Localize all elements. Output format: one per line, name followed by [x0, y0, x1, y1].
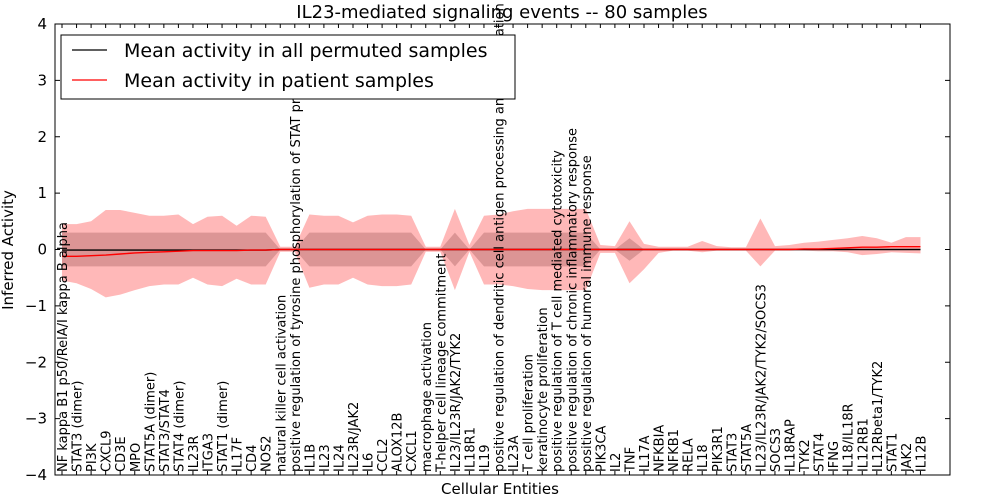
x-tick-label: STAT1	[885, 433, 900, 472]
x-tick-label: PIK3R1	[711, 426, 726, 472]
x-axis-tick-labels: NF kappa B1 p50/RelA/I kappa B alpha STAT…	[56, 3, 930, 473]
x-tick-label: positive regulation of dendritic cell an…	[493, 3, 508, 472]
x-tick-label: IL18/IL18R	[842, 403, 857, 472]
x-tick-label: IFNG	[827, 441, 842, 472]
x-tick-label: IL12B	[915, 436, 930, 473]
y-tick-label: −3	[25, 410, 47, 428]
legend-label-patient: Mean activity in patient samples	[124, 70, 434, 92]
x-tick-label: TYK2	[798, 439, 813, 473]
x-tick-label: IL23/IL23R/JAK2/TYK2/SOCS3	[754, 284, 769, 472]
band-1	[62, 208, 921, 298]
x-tick-label: macrophage activation	[420, 322, 435, 472]
x-tick-label: keratinocyte proliferation	[536, 307, 551, 472]
legend: Mean activity in all permuted samples Me…	[60, 34, 516, 100]
x-tick-label: NOS2	[260, 436, 275, 472]
x-tick-label: positive regulation of chronic inflammat…	[565, 128, 580, 472]
x-tick-label: IL23R/JAK2	[347, 402, 362, 472]
y-tick-label: 3	[37, 71, 47, 89]
x-tick-label: STAT5A (dimer)	[143, 372, 158, 472]
x-tick-label: TNF	[624, 447, 639, 473]
x-tick-label: JAK2	[900, 443, 915, 473]
x-tick-label: IL12Rbeta1/TYK2	[871, 361, 886, 472]
x-axis-ticks	[61, 24, 921, 475]
x-tick-label: STAT4	[813, 433, 828, 472]
x-tick-label: NFKB1	[667, 429, 682, 472]
x-tick-label: STAT4 (dimer)	[172, 381, 187, 472]
x-tick-label: IL23	[318, 444, 333, 472]
x-tick-label: CXCL1	[405, 430, 420, 472]
x-tick-label: STAT5A	[740, 424, 755, 472]
x-tick-label: CD3E	[114, 436, 129, 472]
y-axis: 4 3 2 1 0 −1 −2 −3 −4	[25, 15, 950, 484]
x-tick-label: T-helper cell lineage commitment	[434, 254, 449, 473]
y-tick-label: −4	[25, 466, 47, 484]
x-tick-label: STAT3	[725, 433, 740, 472]
x-tick-label: NF kappa B1 p50/RelA/I kappa B alpha	[56, 222, 71, 472]
y-tick-label: −1	[25, 297, 47, 315]
x-tick-label: RELA	[682, 438, 697, 472]
x-tick-label: positive regulation of T cell mediated c…	[551, 150, 566, 472]
x-tick-label: STAT3/STAT4	[158, 389, 173, 472]
x-tick-label: CD4	[245, 445, 260, 472]
x-tick-label: ITGA3	[202, 433, 217, 472]
chart-title: IL23-mediated signaling events -- 80 sam…	[296, 2, 707, 23]
x-tick-label: IL18R1	[463, 427, 478, 472]
y-tick-label: 4	[37, 15, 47, 33]
x-tick-label: IL6	[362, 453, 377, 472]
x-tick-label: natural killer cell activation	[274, 295, 289, 472]
x-tick-label: IL24	[332, 444, 347, 472]
x-tick-label: STAT3 (dimer)	[71, 381, 86, 472]
x-tick-label: IL12RB1	[856, 418, 871, 472]
x-tick-label: STAT1 (dimer)	[216, 381, 231, 472]
legend-label-permuted: Mean activity in all permuted samples	[124, 40, 487, 62]
x-tick-label: ALOX12B	[391, 413, 406, 472]
x-tick-label: T cell proliferation	[522, 354, 537, 473]
x-tick-label: PIK3CA	[594, 426, 609, 473]
x-tick-label: CCL2	[376, 438, 391, 472]
legend-box	[60, 34, 516, 100]
x-tick-label: PI3K	[85, 443, 100, 472]
x-tick-label: IL1B	[303, 444, 318, 472]
x-tick-label: NFKBIA	[653, 425, 668, 472]
x-tick-label: IL18	[696, 444, 711, 472]
x-tick-label: IL19	[478, 444, 493, 472]
x-tick-label: CXCL9	[100, 430, 115, 472]
series-lines	[62, 245, 921, 257]
x-tick-label: positive regulation of humoral immune re…	[580, 155, 595, 472]
x-tick-label: IL17F	[231, 437, 246, 472]
y-axis-label: Inferred Activity	[0, 190, 17, 310]
x-tick-label: IL17A	[638, 435, 653, 472]
y-tick-label: 1	[37, 184, 47, 202]
x-tick-label: SOCS3	[769, 428, 784, 472]
x-tick-label: MPO	[129, 443, 144, 472]
x-tick-label: IL23A	[507, 435, 522, 472]
x-tick-label: positive regulation of tyrosine phosphor…	[289, 66, 304, 472]
series-line-1	[62, 245, 921, 257]
x-tick-label: IL18RAP	[784, 419, 799, 472]
x-tick-label: IL23R	[187, 435, 202, 472]
y-tick-label: −2	[25, 353, 47, 371]
x-tick-label: IL2	[609, 453, 624, 472]
y-tick-label: 0	[37, 241, 47, 259]
y-tick-label: 2	[37, 128, 47, 146]
x-axis-label: Cellular Entities	[441, 480, 559, 498]
x-tick-label: IL23/IL23R/JAK2/TYK2	[449, 333, 464, 472]
